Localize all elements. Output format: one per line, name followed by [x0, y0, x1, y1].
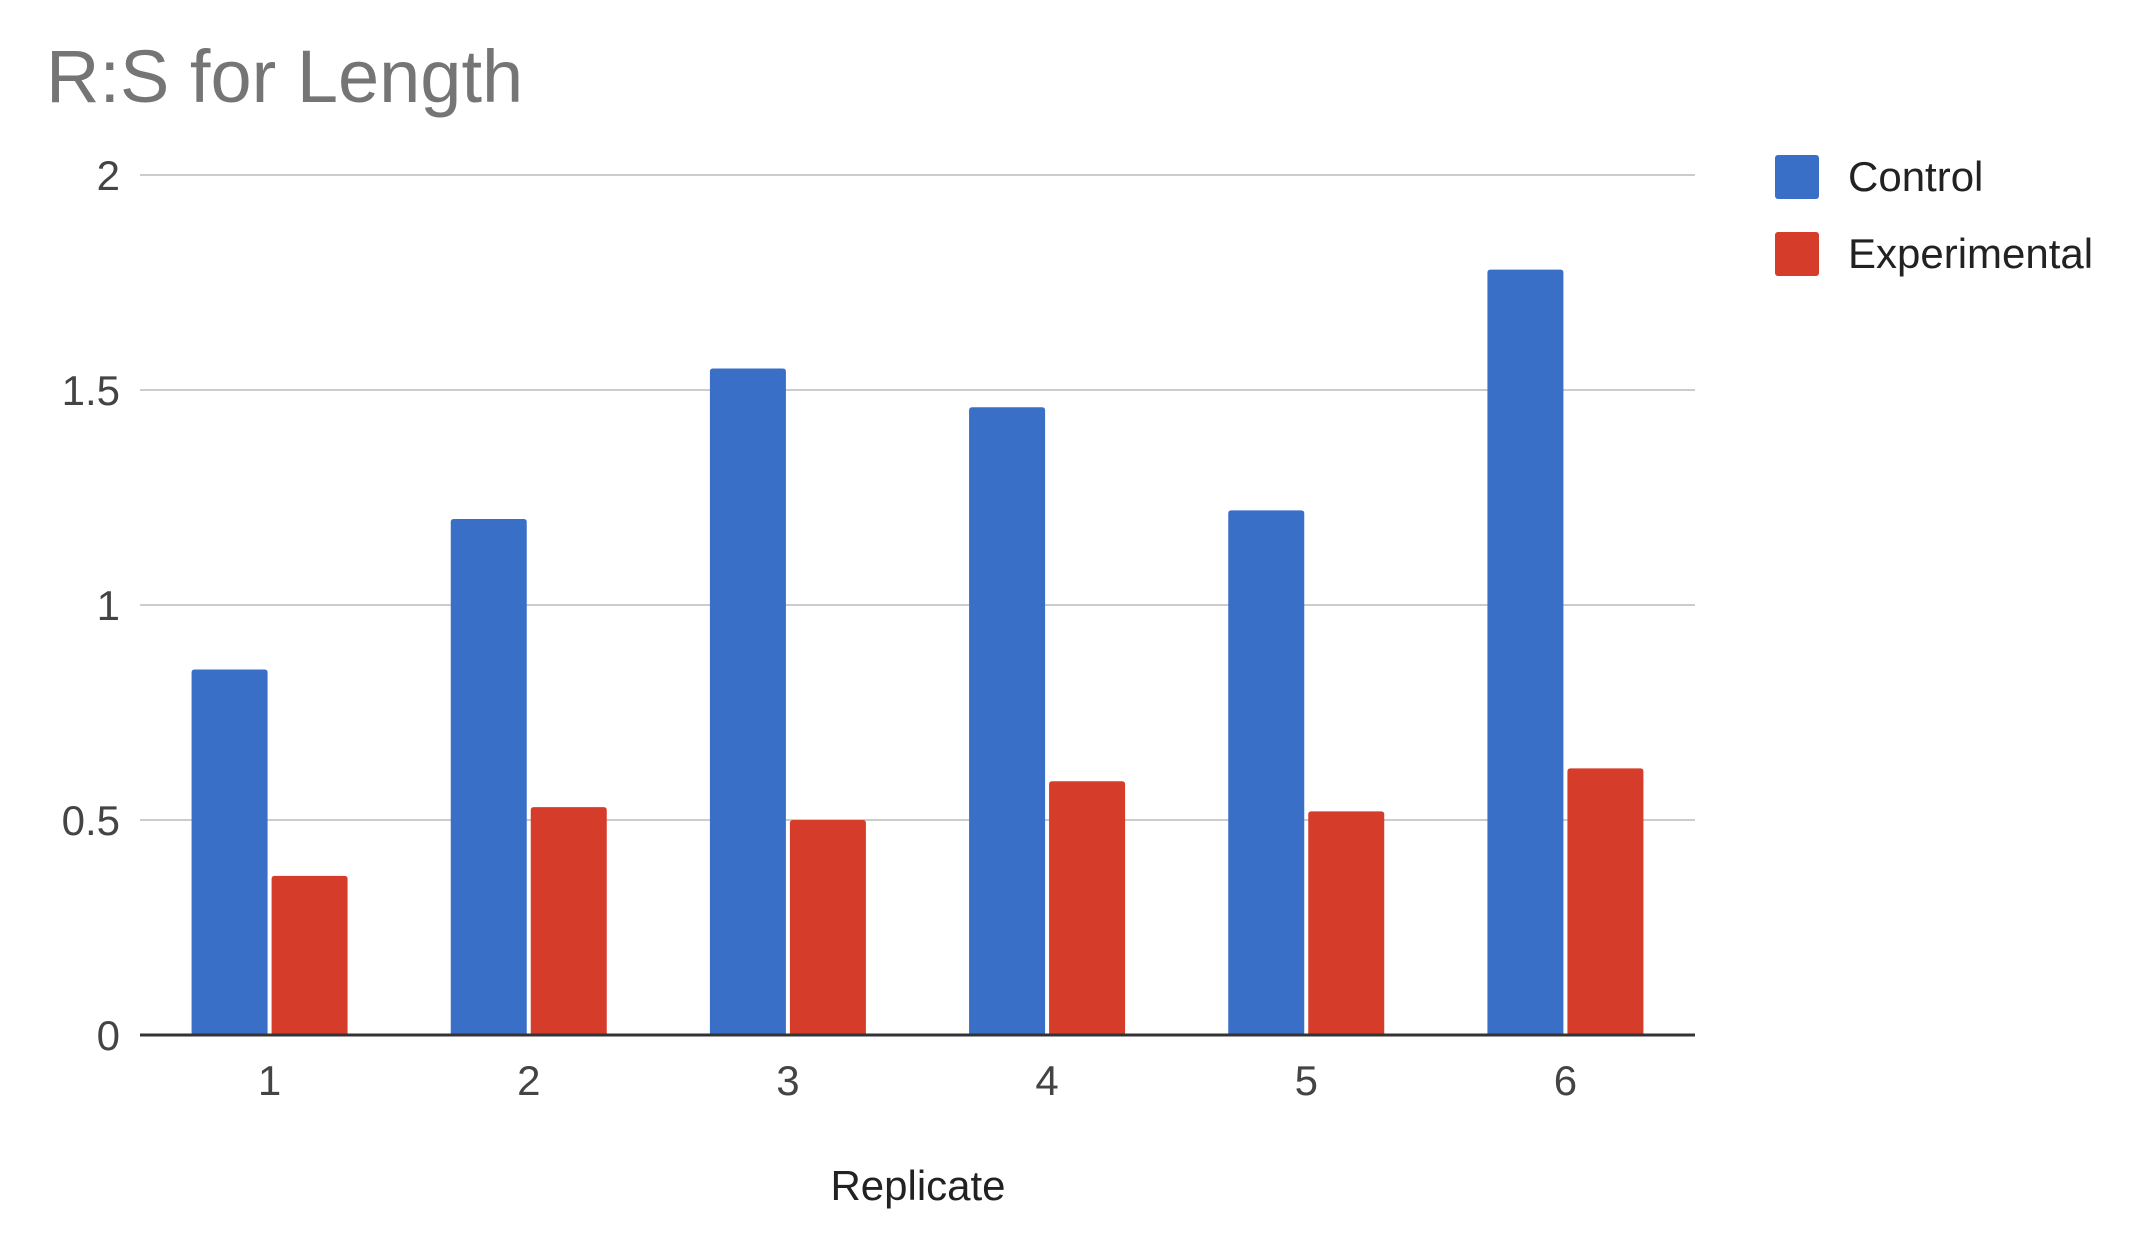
- bar-experimental-2: [530, 807, 607, 1035]
- bar-experimental-1: [271, 875, 348, 1035]
- bar-control-3: [709, 368, 786, 1035]
- x-tick-label: 4: [1035, 1057, 1058, 1104]
- x-axis-title: Replicate: [830, 1162, 1005, 1209]
- legend-label-control: Control: [1848, 153, 1983, 200]
- x-tick-label: 3: [776, 1057, 799, 1104]
- bar-experimental-4: [1049, 781, 1126, 1035]
- y-tick-label: 0: [97, 1012, 120, 1059]
- x-tick-label: 2: [517, 1057, 540, 1104]
- y-tick-label: 2: [97, 152, 120, 199]
- y-tick-label: 0.5: [62, 797, 120, 844]
- x-tick-label: 5: [1295, 1057, 1318, 1104]
- bar-control-2: [450, 519, 527, 1035]
- y-axis-ticks: 0 0.5 1 1.5 2: [62, 152, 120, 1059]
- bars: [191, 269, 1644, 1036]
- bar-control-6: [1487, 269, 1564, 1036]
- legend-label-experimental: Experimental: [1848, 230, 2093, 277]
- bar-experimental-5: [1308, 811, 1385, 1035]
- bar-experimental-6: [1567, 768, 1644, 1035]
- bar-experimental-3: [789, 820, 866, 1035]
- bar-control-5: [1228, 510, 1305, 1035]
- bar-control-4: [969, 407, 1046, 1035]
- gridlines: [140, 174, 1695, 821]
- legend-swatch-control: [1775, 155, 1819, 199]
- y-tick-label: 1.5: [62, 367, 120, 414]
- legend-swatch-experimental: [1775, 232, 1819, 276]
- bar-control-1: [191, 669, 268, 1035]
- chart-title: R:S for Length: [46, 35, 523, 118]
- x-tick-label: 6: [1554, 1057, 1577, 1104]
- legend: Control Experimental: [1775, 153, 2093, 277]
- x-tick-label: 1: [258, 1057, 281, 1104]
- y-tick-label: 1: [97, 582, 120, 629]
- x-axis-ticks: 1 2 3 4 5 6: [258, 1057, 1577, 1104]
